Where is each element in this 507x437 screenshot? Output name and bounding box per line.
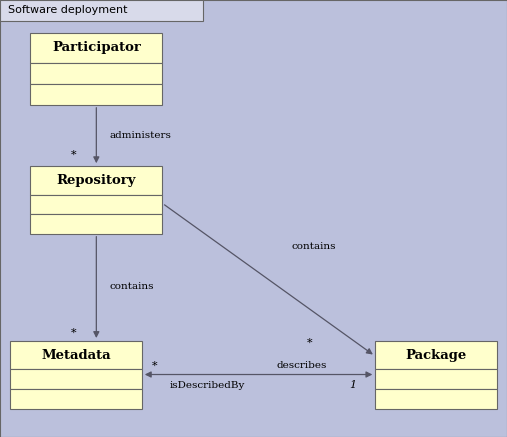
Text: isDescribedBy: isDescribedBy [170, 381, 245, 390]
Bar [30, 33, 162, 63]
Bar [375, 341, 497, 369]
Text: Metadata: Metadata [41, 349, 111, 361]
Bar [30, 63, 162, 84]
Text: *: * [70, 150, 77, 160]
Text: contains: contains [109, 282, 154, 291]
Text: *: * [306, 338, 312, 348]
Bar [375, 369, 497, 389]
Text: *: * [70, 328, 77, 338]
Bar [0, 0, 203, 21]
Bar [10, 389, 142, 409]
Text: Repository: Repository [57, 174, 136, 187]
Text: describes: describes [276, 361, 327, 370]
Text: 1: 1 [349, 381, 356, 390]
Bar [375, 389, 497, 409]
Bar [30, 84, 162, 105]
Text: contains: contains [292, 243, 336, 251]
Text: administers: administers [109, 131, 171, 140]
Text: Participator: Participator [52, 42, 141, 55]
Bar [30, 166, 162, 194]
Bar [10, 341, 142, 369]
Text: Package: Package [406, 349, 466, 361]
Bar [10, 369, 142, 389]
Text: *: * [152, 361, 158, 371]
Text: Software deployment: Software deployment [8, 5, 127, 15]
Bar [30, 214, 162, 234]
Bar [30, 194, 162, 214]
